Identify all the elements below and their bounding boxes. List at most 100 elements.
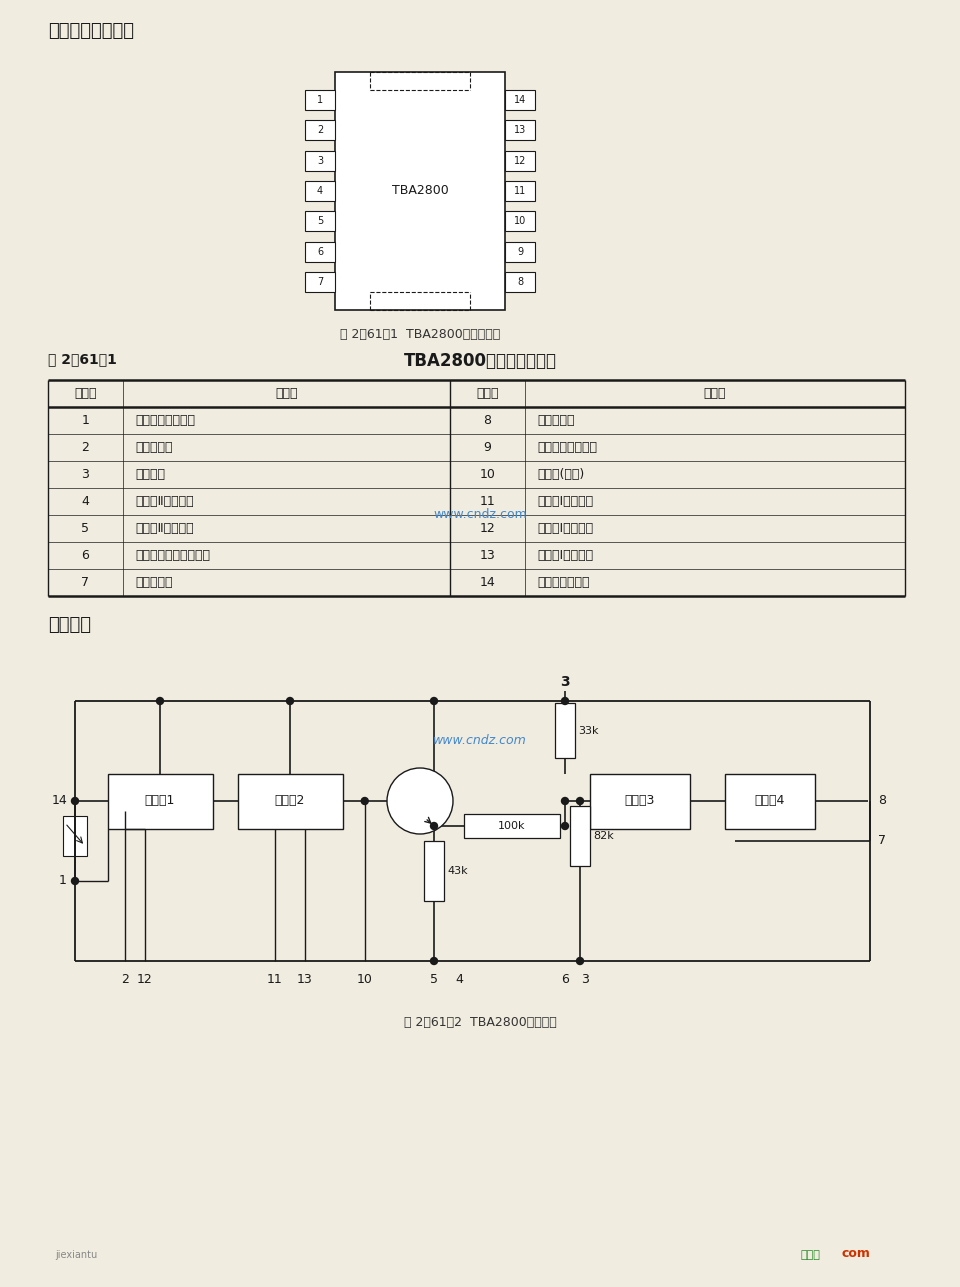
Text: 11: 11: [480, 495, 495, 508]
Text: 12: 12: [137, 973, 153, 986]
Text: 倒相器4: 倒相器4: [755, 794, 785, 807]
Text: 10: 10: [514, 216, 526, 227]
Text: 3: 3: [581, 973, 588, 986]
Circle shape: [577, 798, 584, 804]
Text: TBA2800引脚符号及功能: TBA2800引脚符号及功能: [403, 353, 557, 369]
Text: 接线图: 接线图: [800, 1250, 820, 1260]
Text: 8: 8: [484, 414, 492, 427]
Text: TBA2800: TBA2800: [392, 184, 448, 197]
Text: 33k: 33k: [578, 726, 598, 735]
Bar: [305, 151, 335, 171]
Text: 4: 4: [317, 187, 324, 196]
Circle shape: [562, 798, 568, 804]
Text: 遥控信号输入端: 遥控信号输入端: [537, 577, 589, 589]
Text: 13: 13: [480, 550, 495, 562]
Text: www.cndz.com: www.cndz.com: [433, 508, 527, 521]
Text: 功　能: 功 能: [276, 387, 298, 400]
Circle shape: [387, 768, 453, 834]
Text: 放大器3: 放大器3: [625, 794, 655, 807]
Bar: [305, 181, 335, 201]
Circle shape: [430, 822, 438, 830]
Text: com: com: [841, 1247, 870, 1260]
Text: 2: 2: [82, 441, 89, 454]
Text: 放大器2: 放大器2: [275, 794, 305, 807]
Bar: [305, 90, 335, 109]
Text: 4: 4: [455, 973, 463, 986]
Text: 13: 13: [514, 125, 526, 135]
Text: 放大器Ⅰ的接地端: 放大器Ⅰ的接地端: [537, 550, 593, 562]
Bar: [505, 272, 535, 292]
Bar: [590, 773, 690, 829]
Text: 8: 8: [516, 277, 523, 287]
Bar: [505, 90, 535, 109]
Text: 6: 6: [82, 550, 89, 562]
Bar: [305, 211, 335, 232]
Circle shape: [430, 958, 438, 964]
Text: 功　能: 功 能: [704, 387, 727, 400]
Text: 3: 3: [82, 468, 89, 481]
Text: 8: 8: [878, 794, 886, 807]
Text: 引脚排列图及功能: 引脚排列图及功能: [48, 22, 134, 40]
Text: 10: 10: [480, 468, 495, 481]
Text: 4: 4: [82, 495, 89, 508]
Bar: [505, 242, 535, 261]
Bar: [335, 72, 505, 310]
Text: 放大器Ⅱ的输出端: 放大器Ⅱ的输出端: [135, 523, 194, 535]
Circle shape: [577, 958, 584, 964]
Circle shape: [562, 822, 568, 830]
Circle shape: [156, 698, 163, 704]
Text: 5: 5: [82, 523, 89, 535]
Text: 2: 2: [121, 973, 129, 986]
Text: 放大器Ⅰ的输入端: 放大器Ⅰ的输入端: [537, 495, 593, 508]
Bar: [237, 773, 343, 829]
Text: 1: 1: [82, 414, 89, 427]
Bar: [63, 816, 87, 856]
Bar: [555, 703, 575, 758]
Text: 输出信号的接地端: 输出信号的接地端: [537, 441, 597, 454]
Bar: [505, 181, 535, 201]
Text: 1: 1: [317, 95, 324, 106]
Bar: [570, 806, 590, 866]
Text: 引脚号: 引脚号: [476, 387, 499, 400]
Circle shape: [71, 878, 79, 884]
Text: 图 2－61－2  TBA2800逻辑框图: 图 2－61－2 TBA2800逻辑框图: [403, 1015, 557, 1030]
Bar: [305, 242, 335, 261]
Text: 输出负脉冲: 输出负脉冲: [135, 577, 173, 589]
Text: 表 2－61－1: 表 2－61－1: [48, 353, 117, 366]
Text: 12: 12: [480, 523, 495, 535]
Text: 13: 13: [298, 973, 313, 986]
Text: 外接电容器: 外接电容器: [135, 441, 173, 454]
Text: 3: 3: [561, 674, 570, 689]
Text: 100k: 100k: [498, 821, 526, 831]
Text: 10: 10: [357, 973, 372, 986]
Circle shape: [361, 798, 369, 804]
Bar: [505, 211, 535, 232]
Text: 1: 1: [60, 874, 67, 888]
Text: 逻辑框图: 逻辑框图: [48, 616, 91, 634]
Text: 7: 7: [317, 277, 324, 287]
Bar: [464, 813, 560, 838]
Bar: [505, 151, 535, 171]
Text: 9: 9: [484, 441, 492, 454]
Text: 电源电压: 电源电压: [135, 468, 165, 481]
Circle shape: [71, 798, 79, 804]
Text: 图 2－61－1  TBA2800引脚排列图: 图 2－61－1 TBA2800引脚排列图: [340, 328, 500, 341]
Bar: [108, 773, 212, 829]
Text: 14: 14: [480, 577, 495, 589]
Text: 引脚号: 引脚号: [74, 387, 97, 400]
Text: 9: 9: [516, 247, 523, 256]
Text: 放大器Ⅰ的输出端: 放大器Ⅰ的输出端: [537, 523, 593, 535]
Text: 43k: 43k: [447, 866, 468, 876]
Text: 82k: 82k: [593, 831, 613, 840]
Text: 5: 5: [317, 216, 324, 227]
Text: 6: 6: [561, 973, 569, 986]
Text: 11: 11: [514, 187, 526, 196]
Bar: [424, 840, 444, 901]
Bar: [505, 120, 535, 140]
Text: 7: 7: [878, 834, 886, 848]
Bar: [305, 272, 335, 292]
Text: www.cndz.com: www.cndz.com: [433, 735, 527, 748]
Text: 14: 14: [51, 794, 67, 807]
Text: 输入信号的接地端: 输入信号的接地端: [135, 414, 195, 427]
Circle shape: [286, 698, 294, 704]
